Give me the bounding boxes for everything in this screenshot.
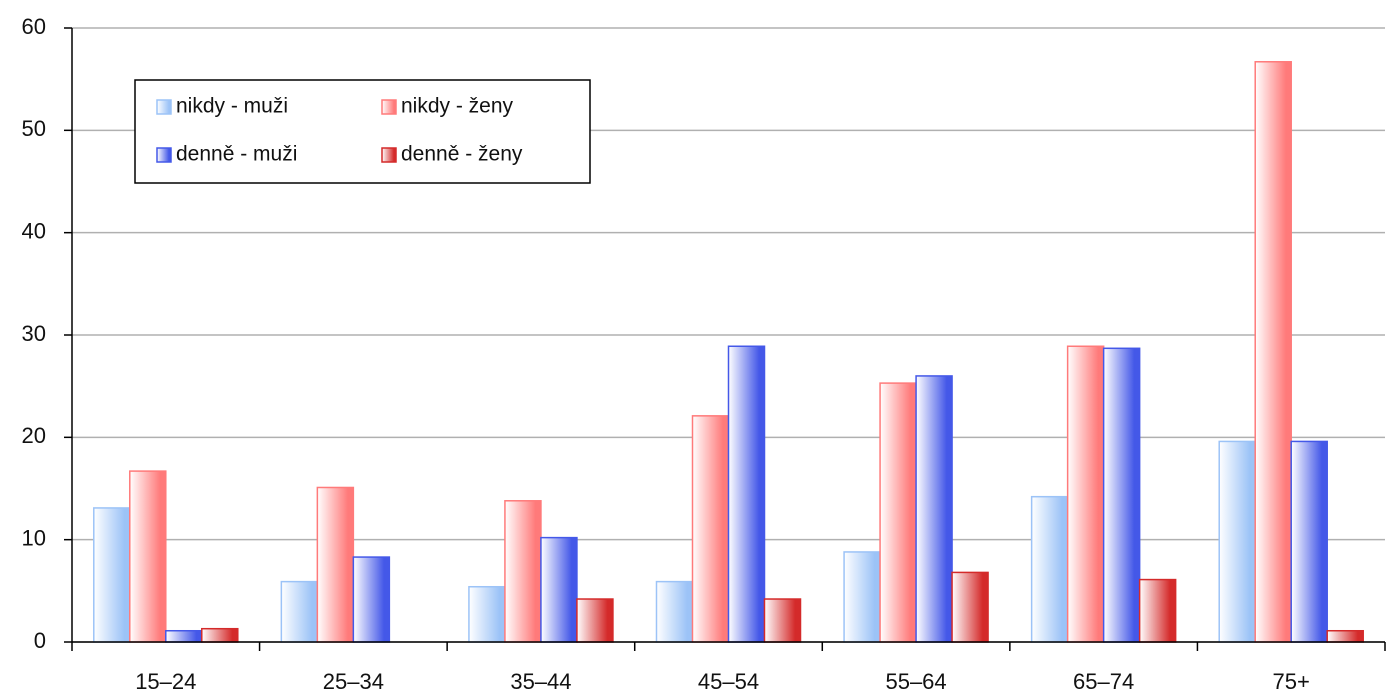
bar xyxy=(1102,347,1141,643)
x-tick-label: 55–64 xyxy=(885,669,946,694)
legend-box xyxy=(134,79,591,184)
bar xyxy=(93,507,131,643)
bar xyxy=(1254,61,1292,643)
legend-swatch xyxy=(156,147,172,163)
bar xyxy=(1030,495,1069,643)
bar xyxy=(951,571,989,643)
y-tick-label: 0 xyxy=(34,628,46,653)
bar xyxy=(468,585,506,643)
legend: nikdy - muži nikdy - ženy denně - muži denn… xyxy=(134,79,591,184)
legend-swatch xyxy=(156,99,172,115)
bar xyxy=(1138,578,1177,643)
x-tick-label: 15–24 xyxy=(135,669,196,694)
bar xyxy=(915,375,953,643)
x-tick-label: 35–44 xyxy=(510,669,571,694)
legend-label: nikdy - ženy xyxy=(401,95,514,118)
y-tick-label: 40 xyxy=(22,218,46,243)
bar xyxy=(576,598,614,643)
bar xyxy=(352,556,391,643)
y-tick-label: 60 xyxy=(22,14,46,39)
bar xyxy=(843,551,881,643)
bar xyxy=(201,627,239,643)
legend-swatch xyxy=(381,99,397,115)
bar xyxy=(316,486,355,643)
bar xyxy=(540,536,578,643)
bar xyxy=(280,580,319,643)
bar xyxy=(504,500,542,643)
bar xyxy=(763,598,802,643)
bar xyxy=(879,382,917,643)
bar xyxy=(1066,345,1105,643)
bar xyxy=(129,470,167,643)
legend-swatch xyxy=(381,147,397,163)
y-tick-label: 50 xyxy=(22,116,46,141)
legend-label: denně - ženy xyxy=(401,143,523,166)
bar xyxy=(1326,629,1364,643)
y-tick-label: 20 xyxy=(22,423,46,448)
x-tick-label: 75+ xyxy=(1273,669,1310,694)
y-tick-label: 10 xyxy=(22,525,46,550)
bar xyxy=(165,629,203,643)
x-tick-label: 45–54 xyxy=(698,669,759,694)
bar xyxy=(655,580,694,643)
bar xyxy=(691,415,730,643)
bar xyxy=(727,345,766,643)
x-tick-label: 65–74 xyxy=(1073,669,1134,694)
x-tick-label: 25–34 xyxy=(323,669,384,694)
legend-label: nikdy - muži xyxy=(176,95,288,118)
bar xyxy=(1290,440,1328,643)
bar xyxy=(1218,440,1256,643)
y-tick-label: 30 xyxy=(22,321,46,346)
legend-label: denně - muži xyxy=(176,143,297,166)
